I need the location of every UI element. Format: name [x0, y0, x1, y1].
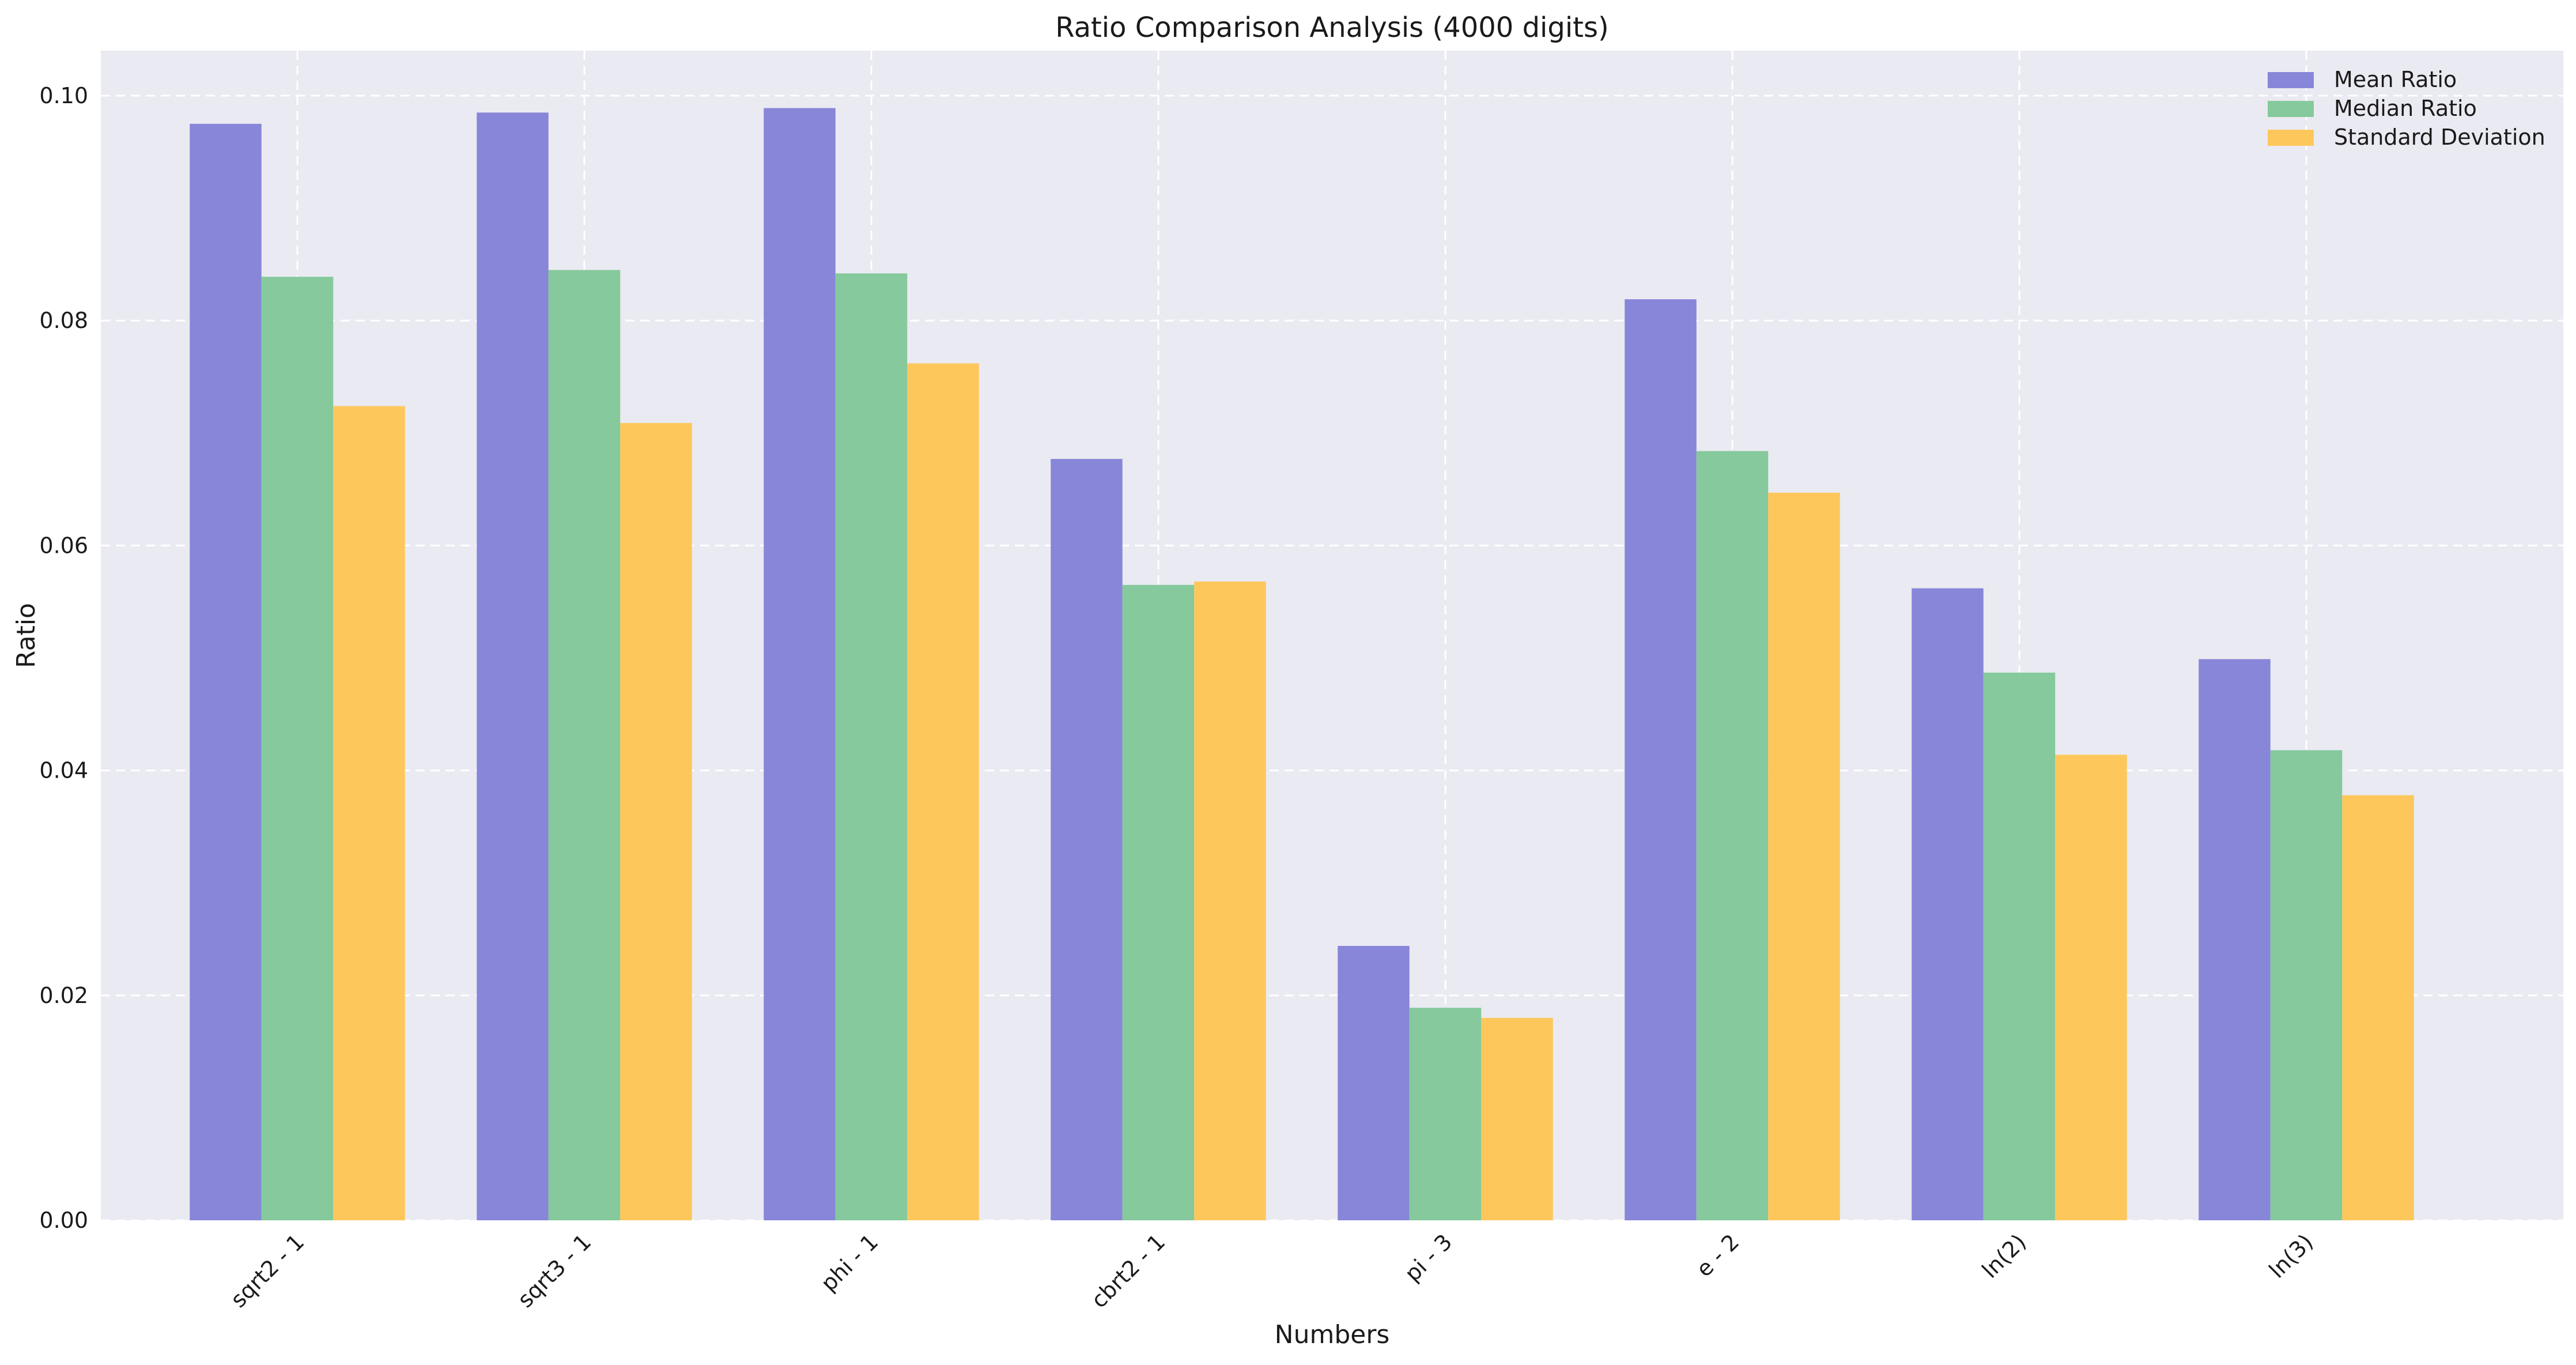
- bar-standard-deviation: [1194, 581, 1266, 1221]
- plot-area: [101, 51, 2563, 1220]
- bar-standard-deviation: [620, 423, 692, 1220]
- x-tick-label: pi - 3: [1400, 1229, 1457, 1287]
- x-tick-label: sqrt2 - 1: [226, 1229, 309, 1313]
- legend-swatch-standard-deviation: [2268, 130, 2314, 146]
- bar-mean-ratio: [477, 112, 549, 1221]
- x-tick-label: cbrt2 - 1: [1086, 1229, 1170, 1313]
- y-tick-label: 0.00: [39, 1208, 88, 1233]
- y-tick-label: 0.02: [39, 983, 88, 1008]
- x-tick-label: sqrt3 - 1: [513, 1229, 596, 1313]
- legend-label-median-ratio: Median Ratio: [2334, 96, 2477, 121]
- bar-mean-ratio: [1912, 588, 1984, 1221]
- bar-standard-deviation: [333, 406, 405, 1220]
- y-tick-label: 0.06: [39, 533, 88, 558]
- x-axis-title: Numbers: [1275, 1320, 1390, 1349]
- bar-standard-deviation: [907, 363, 979, 1220]
- bar-median-ratio: [261, 277, 334, 1220]
- bar-mean-ratio: [764, 108, 836, 1221]
- x-tick-label: ln(2): [1977, 1229, 2031, 1283]
- bar-median-ratio: [2270, 750, 2343, 1220]
- bar-mean-ratio: [1625, 299, 1697, 1220]
- y-tick-label: 0.10: [39, 83, 88, 108]
- y-tick-label: 0.08: [39, 308, 88, 333]
- bar-median-ratio: [1409, 1008, 1482, 1220]
- bar-mean-ratio: [190, 123, 262, 1220]
- bar-median-ratio: [1696, 451, 1769, 1221]
- bar-mean-ratio: [1051, 459, 1123, 1221]
- bar-mean-ratio: [1338, 945, 1410, 1220]
- bar-median-ratio: [1983, 672, 2056, 1220]
- y-axis-title: Ratio: [12, 603, 41, 668]
- legend-label-mean-ratio: Mean Ratio: [2334, 67, 2457, 92]
- x-tick-label: e - 2: [1691, 1229, 1744, 1282]
- legend: Mean Ratio Median Ratio Standard Deviation: [2268, 67, 2545, 150]
- x-axis-ticks: sqrt2 - 1 sqrt3 - 1 phi - 1 cbrt2 - 1 pi - 3…: [226, 1229, 2318, 1313]
- bar-mean-ratio: [2199, 659, 2271, 1220]
- bar-standard-deviation: [2342, 795, 2414, 1220]
- legend-swatch-mean-ratio: [2268, 72, 2314, 88]
- bar-standard-deviation: [1768, 492, 1840, 1220]
- bars: [190, 108, 2414, 1221]
- bar-median-ratio: [548, 270, 621, 1220]
- bar-median-ratio: [835, 273, 908, 1220]
- legend-swatch-median-ratio: [2268, 101, 2314, 117]
- x-tick-label: ln(3): [2264, 1229, 2318, 1283]
- legend-label-standard-deviation: Standard Deviation: [2334, 125, 2545, 150]
- y-tick-label: 0.04: [39, 758, 88, 783]
- x-tick-label: phi - 1: [816, 1229, 883, 1296]
- chart-title: Ratio Comparison Analysis (4000 digits): [1055, 12, 1608, 44]
- bar-median-ratio: [1122, 585, 1195, 1220]
- bar-standard-deviation: [1481, 1017, 1553, 1220]
- bar-standard-deviation: [2055, 755, 2127, 1220]
- y-axis-ticks: 0.00 0.02 0.04 0.06 0.08 0.10: [39, 83, 88, 1233]
